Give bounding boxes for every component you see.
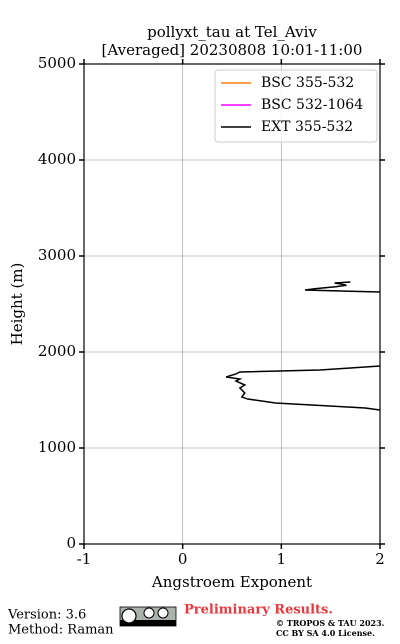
version: Version: 3.6 bbox=[7, 608, 86, 623]
legend-box bbox=[214, 69, 378, 143]
method: Method: Raman bbox=[8, 623, 114, 638]
series-layer bbox=[225, 281, 380, 411]
plot-frame bbox=[83, 63, 381, 545]
legend-label: BSC 532-1064 bbox=[261, 97, 363, 113]
legend-label: BSC 355-532 bbox=[261, 75, 354, 91]
y-tick-label: 0 bbox=[66, 534, 76, 552]
chart-subtitle: [Averaged] 20230808 10:01-11:00 bbox=[102, 41, 363, 59]
x-tick-label: 1 bbox=[277, 550, 287, 568]
profile-line bbox=[225, 281, 380, 411]
x-tick-label: 2 bbox=[375, 550, 385, 568]
y-tick-label: 4000 bbox=[38, 150, 76, 168]
y-tick-label: 3000 bbox=[38, 246, 76, 264]
x-axis-label: Angstroem Exponent bbox=[151, 573, 312, 591]
status-line: Preliminary Results. bbox=[184, 603, 333, 618]
license: CC BY SA 4.0 License. bbox=[276, 628, 375, 638]
y-axis-label: Height (m) bbox=[8, 263, 26, 346]
y-tick-label: 2000 bbox=[38, 342, 76, 360]
chart-title: pollyxt_tau at Tel_Aviv bbox=[147, 23, 317, 41]
x-tick-label: 0 bbox=[178, 550, 188, 568]
cc-logo bbox=[119, 606, 177, 627]
x-tick-label: -1 bbox=[77, 550, 92, 568]
copyright: © TROPOS & TAU 2023. bbox=[276, 618, 385, 628]
legend-label: EXT 355-532 bbox=[261, 119, 353, 135]
y-tick-label: 1000 bbox=[38, 438, 76, 456]
y-tick-label: 5000 bbox=[38, 54, 76, 72]
